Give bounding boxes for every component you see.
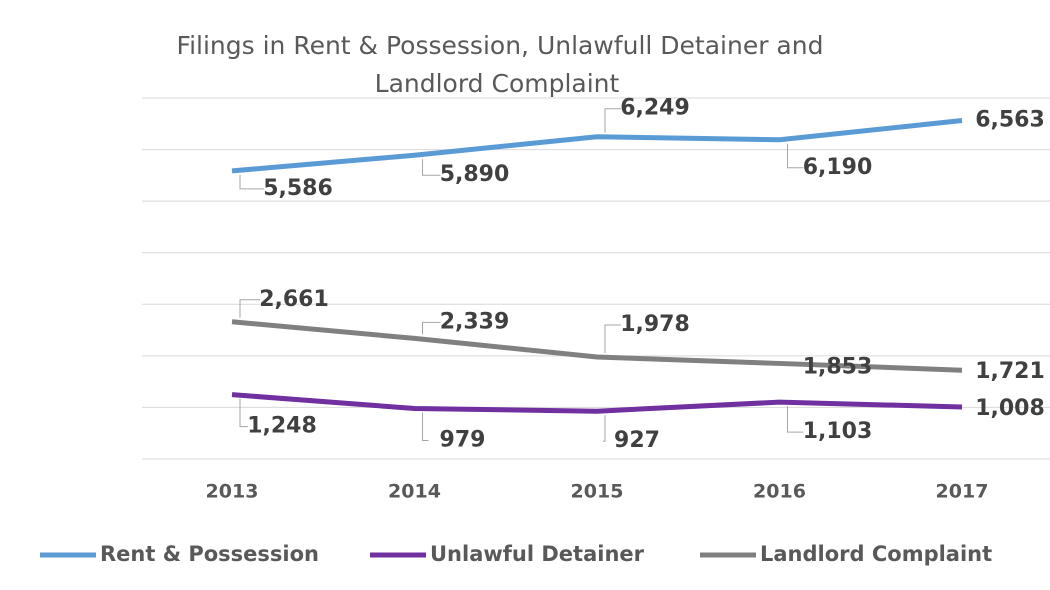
leader-line bbox=[239, 299, 260, 318]
data-label: 6,563 bbox=[975, 108, 1045, 133]
leader-line bbox=[787, 406, 804, 433]
x-tick-label: 2016 bbox=[753, 481, 806, 503]
leader-line bbox=[239, 174, 264, 190]
leader-line bbox=[422, 412, 429, 442]
leader-line bbox=[239, 398, 248, 428]
data-label: 1,721 bbox=[975, 359, 1045, 384]
legend-label: Unlawful Detainer bbox=[430, 542, 645, 566]
data-label: 927 bbox=[614, 428, 660, 453]
data-label: 1,103 bbox=[803, 419, 873, 444]
data-label: 2,339 bbox=[440, 309, 510, 334]
title-line: Filings in Rent & Possession, Unlawfull … bbox=[177, 31, 824, 60]
leader-line bbox=[603, 415, 606, 442]
data-label: 1,008 bbox=[975, 396, 1045, 421]
leader-line bbox=[422, 321, 441, 335]
data-label: 1,853 bbox=[803, 354, 873, 379]
leader-line bbox=[787, 143, 804, 169]
title-line: Landlord Complaint bbox=[375, 69, 620, 98]
leader-line bbox=[422, 159, 441, 176]
data-label: 2,661 bbox=[259, 287, 329, 312]
data-label: 1,978 bbox=[620, 312, 690, 337]
data-label: 5,890 bbox=[440, 162, 510, 187]
chart-title: Filings in Rent & Possession, Unlawfull … bbox=[177, 31, 824, 98]
x-tick-label: 2017 bbox=[936, 481, 989, 503]
legend-label: Landlord Complaint bbox=[760, 542, 992, 566]
x-tick-label: 2015 bbox=[571, 481, 624, 503]
data-label: 5,586 bbox=[263, 176, 333, 201]
x-tick-label: 2013 bbox=[206, 481, 259, 503]
series-line bbox=[231, 319, 963, 373]
data-label: 979 bbox=[440, 428, 486, 453]
data-label: 6,190 bbox=[803, 155, 873, 180]
data-label: 6,249 bbox=[620, 96, 690, 121]
x-tick-label: 2014 bbox=[388, 481, 441, 503]
data-label: 1,248 bbox=[247, 414, 317, 439]
legend-label: Rent & Possession bbox=[100, 542, 319, 566]
series-line bbox=[231, 118, 963, 174]
series-line bbox=[231, 392, 963, 414]
leader-line bbox=[604, 324, 621, 353]
leader-line bbox=[604, 108, 621, 133]
